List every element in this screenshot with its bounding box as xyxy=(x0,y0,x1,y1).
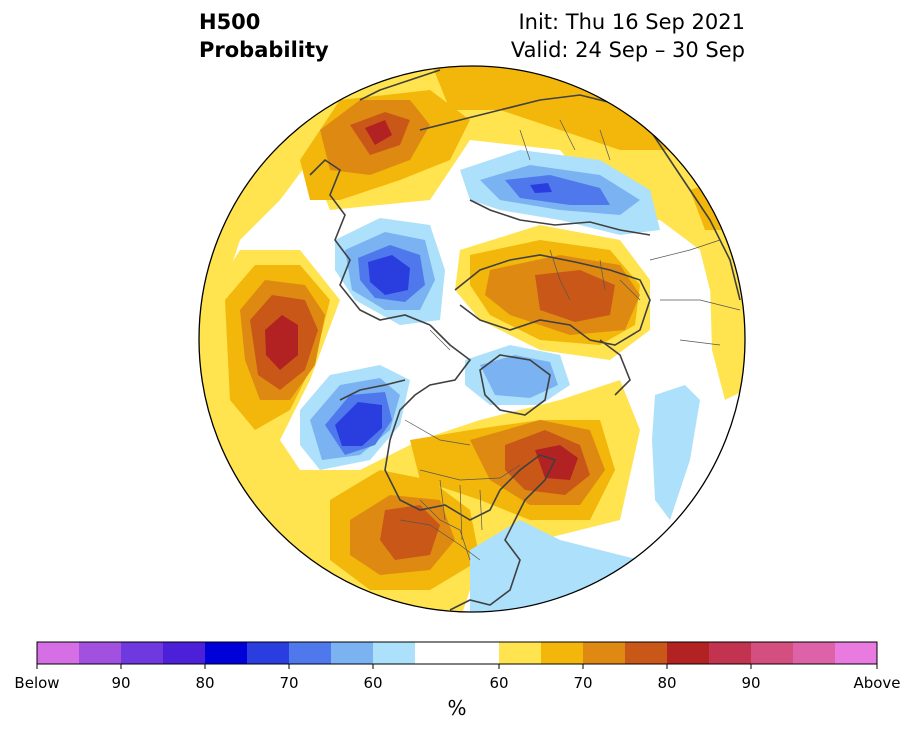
contour-red xyxy=(265,315,298,370)
colorbar-cell xyxy=(247,642,290,664)
colorbar-cell xyxy=(667,642,710,664)
contour-burnt xyxy=(380,505,440,560)
colorbar-cell xyxy=(583,642,626,664)
contour-blue-strong xyxy=(505,175,610,205)
colorbar-cell xyxy=(373,642,416,664)
colorbar-cell xyxy=(793,642,836,664)
colorbar-cell xyxy=(457,642,500,664)
colorbar-cell xyxy=(37,642,80,664)
colorbar xyxy=(36,641,878,669)
contour-blue-deep xyxy=(368,255,410,295)
forecast-dates: Init: Thu 16 Sep 2021 Valid: 24 Sep – 30… xyxy=(511,8,745,64)
contour-blue-deep xyxy=(335,402,382,446)
colorbar-tick-label: 60 xyxy=(489,674,509,692)
colorbar-cell xyxy=(415,642,458,664)
polar-probability-map xyxy=(198,65,746,613)
colorbar-tick-label: 80 xyxy=(657,674,677,692)
colorbar-tick-label: 70 xyxy=(279,674,299,692)
map-field xyxy=(199,66,745,612)
colorbar-cell xyxy=(205,642,248,664)
colorbar-tick-label: Below xyxy=(14,674,60,692)
colorbar-ticks xyxy=(36,664,878,669)
map-boundary xyxy=(198,65,746,613)
colorbar-cell xyxy=(751,642,794,664)
colorbar-cells xyxy=(37,642,878,664)
colorbar-tick-label: 80 xyxy=(195,674,215,692)
colorbar-cell xyxy=(835,642,878,664)
colorbar-tick-label: Above xyxy=(853,674,901,692)
colorbar-tick-label: 70 xyxy=(573,674,593,692)
contour-red xyxy=(535,445,578,480)
strong-above-normal xyxy=(240,100,640,575)
contour-yellow xyxy=(710,280,745,400)
colorbar-unit: % xyxy=(447,696,467,720)
colorbar-cell xyxy=(79,642,122,664)
contour-blue-deep xyxy=(530,183,552,193)
contour-burnt xyxy=(535,270,615,322)
colorbar-cell xyxy=(163,642,206,664)
init-date: Init: Thu 16 Sep 2021 xyxy=(518,10,745,34)
colorbar-tick-label: 60 xyxy=(363,674,383,692)
colorbar-cell xyxy=(289,642,332,664)
valid-date: Valid: 24 Sep – 30 Sep xyxy=(510,38,745,62)
chart-title: H500 Probability xyxy=(199,8,329,64)
colorbar-cell xyxy=(625,642,668,664)
title-line-1: H500 xyxy=(199,10,261,34)
contour-red xyxy=(365,120,392,145)
colorbar-cell xyxy=(541,642,584,664)
colorbar-tick-label: 90 xyxy=(111,674,131,692)
contour-blue-light xyxy=(652,385,700,520)
colorbar-tick-label: 90 xyxy=(741,674,761,692)
title-line-2: Probability xyxy=(199,38,329,62)
colorbar-cell xyxy=(331,642,374,664)
colorbar-cell xyxy=(121,642,164,664)
colorbar-cell xyxy=(499,642,542,664)
colorbar-cell xyxy=(709,642,752,664)
borders xyxy=(399,119,741,561)
colorbar-frame xyxy=(36,641,878,665)
